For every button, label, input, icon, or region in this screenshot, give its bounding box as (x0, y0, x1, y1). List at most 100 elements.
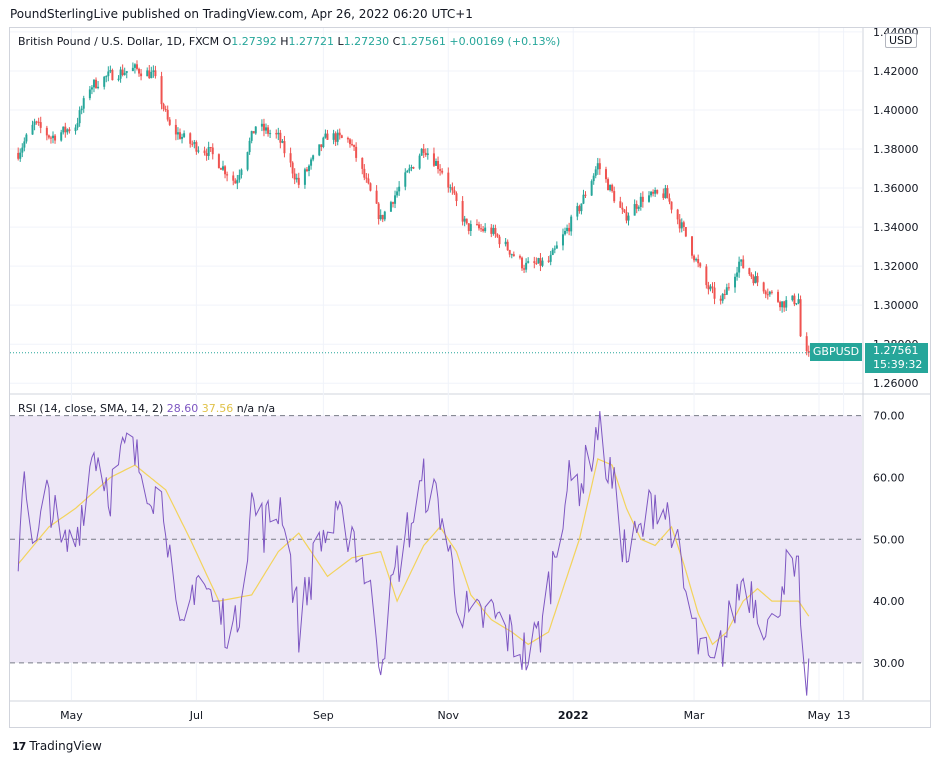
candle-body (807, 351, 810, 353)
candle-body (490, 227, 493, 234)
candle-body (633, 204, 636, 216)
high-label: H (280, 35, 289, 48)
candle-body (508, 250, 511, 255)
candle-body (78, 110, 81, 124)
price-tick-label: 1.30000 (873, 299, 919, 312)
candle-body (219, 168, 222, 170)
candle-body (424, 152, 427, 156)
tradingview-logo-icon: 17 (12, 739, 26, 753)
rsi-tick-label: 50.00 (873, 533, 905, 546)
candle-body (207, 147, 210, 156)
candle-body (295, 177, 298, 180)
price-tick-label: 1.38000 (873, 143, 919, 156)
candle-body (750, 274, 753, 277)
candle-body (484, 227, 487, 232)
candle-body (533, 261, 536, 264)
candle-body (168, 119, 171, 125)
candle-body (654, 190, 657, 194)
candle-body (635, 204, 638, 209)
candle-body (494, 228, 497, 235)
candle-body (727, 287, 730, 289)
candle-body (394, 195, 397, 204)
candle-body (49, 137, 52, 139)
candle-body (592, 175, 595, 182)
candle-body (150, 71, 153, 79)
candle-body (664, 188, 667, 198)
candle-body (90, 87, 93, 90)
candle-body (125, 71, 128, 73)
price-tick-label: 1.26000 (873, 377, 919, 390)
candle-body (742, 259, 745, 269)
candle-body (437, 161, 440, 170)
candle-body (482, 228, 485, 232)
candle-body (334, 133, 337, 142)
candle-body (805, 336, 808, 352)
candle-body (254, 126, 257, 134)
chart-frame (9, 27, 931, 728)
candle-body (799, 299, 802, 337)
candle-body (441, 170, 444, 173)
candle-body (723, 294, 726, 296)
candle-body (17, 152, 20, 159)
candle-body (451, 187, 454, 191)
candle-body (504, 241, 507, 245)
candle-body (39, 122, 42, 128)
candle-body (95, 79, 98, 88)
candle-body (269, 133, 272, 135)
candle-body (154, 70, 157, 77)
rsi-tick-label: 60.00 (873, 471, 905, 484)
candle-body (226, 174, 229, 176)
candle-body (148, 70, 151, 79)
candle-body (76, 123, 79, 128)
time-tick-label: 2022 (558, 709, 589, 722)
candle-body (267, 127, 270, 134)
candle-body (549, 254, 552, 262)
price-legend: British Pound / U.S. Dollar, 1D, FXCM O1… (18, 35, 560, 48)
candle-body (35, 121, 38, 123)
rsi-tick-label: 70.00 (873, 410, 905, 423)
candle-body (553, 248, 556, 250)
rsi-title: RSI (14, close, SMA, 14, 2) (18, 402, 164, 415)
candle-body (693, 255, 696, 261)
time-tick-label: Sep (313, 709, 334, 722)
candle-body (652, 191, 655, 194)
candle-body (138, 68, 141, 74)
tradingview-brand[interactable]: 17 TradingView (12, 739, 102, 753)
candle-body (308, 165, 311, 171)
candle-body (596, 163, 599, 170)
candle-body (283, 141, 286, 154)
candle-body (566, 227, 569, 231)
candle-body (498, 236, 501, 245)
price-tick-label: 1.34000 (873, 221, 919, 234)
candle-body (584, 194, 587, 196)
rsi-ma-line (17, 458, 810, 646)
candle-body (641, 196, 644, 202)
time-tick-label: May (808, 709, 831, 722)
candle-body (211, 147, 214, 155)
candle-body (80, 108, 83, 111)
candle-body (133, 64, 136, 68)
candle-body (178, 132, 181, 139)
candle-body (541, 260, 544, 266)
candle-body (650, 191, 653, 196)
candle-body (469, 224, 472, 231)
close-label: C (392, 35, 401, 48)
rsi-legend: RSI (14, close, SMA, 14, 2) 28.60 37.56 … (18, 402, 275, 415)
candle-body (662, 193, 665, 198)
candle-body (260, 123, 263, 127)
candle-body (512, 254, 515, 257)
candle-body (119, 69, 122, 79)
candle-body (521, 257, 524, 269)
candle-body (527, 261, 530, 263)
candle-body (262, 123, 265, 131)
candle-body (711, 286, 714, 288)
currency-button[interactable]: USD (885, 33, 917, 48)
candle-body (166, 109, 169, 120)
candle-body (408, 168, 411, 171)
candle-body (322, 137, 325, 148)
candle-body (594, 169, 597, 176)
candle-body (338, 132, 341, 136)
candle-body (678, 219, 681, 229)
candle-body (160, 76, 163, 105)
